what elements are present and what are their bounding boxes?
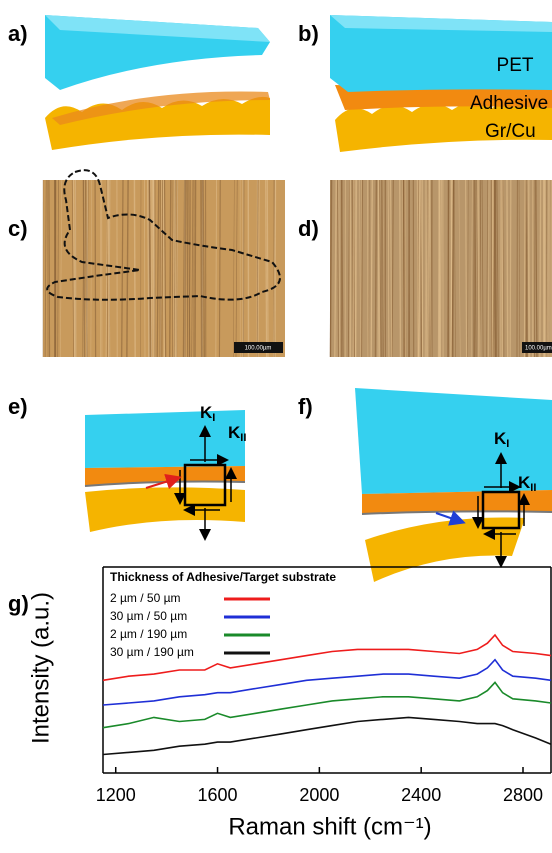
legend-title: Thickness of Adhesive/Target substrate [110,570,336,584]
figure: PET Adhesive Gr/Cu 100.00µm 100.00µm KI … [0,0,552,853]
legend-label: 2 µm / 190 µm [110,627,187,641]
panel-label: e) [8,394,28,419]
x-axis-label: Raman shift (cm⁻¹) [228,813,431,840]
force-label: KI [200,403,215,423]
symbol: K [494,429,507,448]
texture-line [162,180,163,357]
texture-line [83,180,84,357]
texture-line [375,180,376,357]
texture-line [49,180,50,357]
texture-line [87,180,88,357]
texture-line [341,180,342,357]
scale-bar-label: 100.00µm [525,346,552,352]
symbol: K [228,423,241,442]
texture-line [201,180,202,357]
panel-label: g) [8,591,29,616]
series-line [103,660,551,705]
micrograph-d [330,180,552,357]
legend-label: 30 µm / 50 µm [110,609,187,623]
panel-label: a) [8,21,28,46]
x-tick-label: 2800 [503,785,543,805]
panel-b: PET Adhesive Gr/Cu [330,15,552,152]
panel-label: d) [298,216,319,241]
subscript: II [530,482,536,494]
scale-bar-label: 100.00µm [245,346,272,352]
x-tick-label: 1600 [198,785,238,805]
layer-label: Gr/Cu [485,121,536,142]
texture-line [405,180,406,357]
texture-line [528,180,529,357]
texture-line [353,180,354,357]
texture-line [540,180,541,357]
panel-label: c) [8,216,28,241]
crack-arrow [436,513,462,522]
texture-line [440,180,441,357]
layer-label: PET [497,55,534,76]
subscript: II [240,432,246,444]
symbol: K [200,403,213,422]
panel-a [45,15,270,150]
micrograph-c [43,180,285,357]
panel-f: KI KII [355,388,552,582]
panel-label: b) [298,21,319,46]
y-axis-label: Intensity (a.u.) [27,592,54,744]
texture-line [525,180,526,357]
x-tick-label: 2400 [401,785,441,805]
layer-label: Adhesive [470,93,548,114]
texture-line [95,180,96,357]
x-tick-label: 2000 [299,785,339,805]
subscript: I [506,438,509,450]
texture-line [534,180,535,357]
series-line [103,682,551,727]
texture-line [195,180,196,357]
legend-label: 30 µm / 190 µm [110,645,194,659]
copper-layer [85,487,245,532]
texture-line [187,180,188,357]
panel-e: KI KII [85,403,246,538]
texture-line [510,180,511,357]
texture-line [400,180,401,357]
texture-line [144,180,145,357]
texture-line [507,180,508,357]
texture-line [417,180,418,357]
subscript: I [212,412,215,424]
symbol: K [518,473,531,492]
texture-line [379,180,380,357]
series-line [103,717,551,754]
texture-line [267,180,268,357]
panel-label: f) [298,394,313,419]
legend-label: 2 µm / 50 µm [110,591,181,605]
x-tick-label: 1200 [96,785,136,805]
